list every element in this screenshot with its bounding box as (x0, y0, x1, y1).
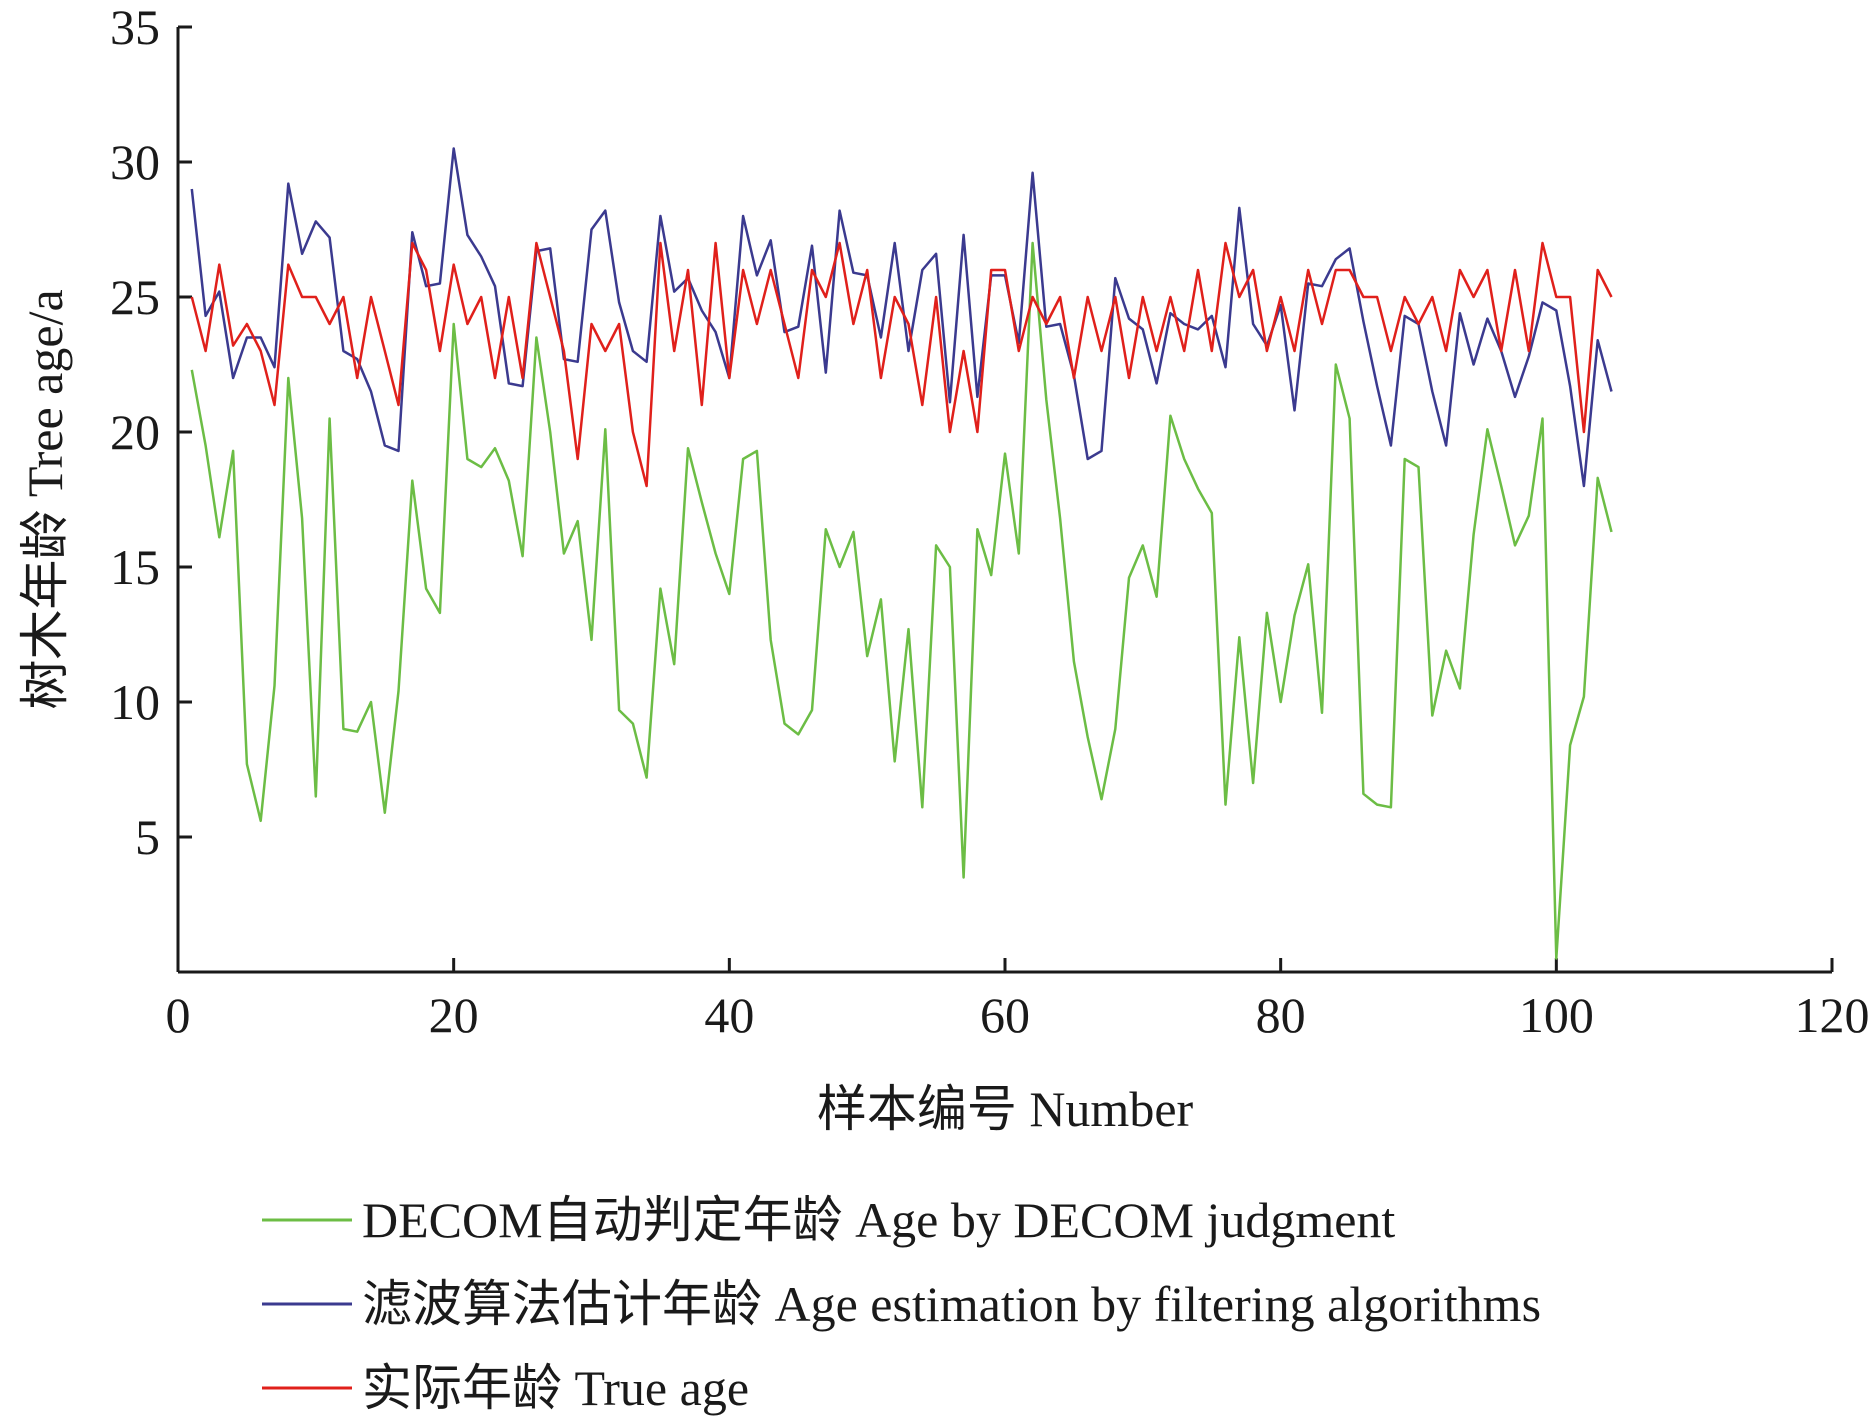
y-tick-label: 20 (110, 404, 160, 460)
legend-label: 滤波算法估计年龄 Age estimation by filtering alg… (362, 1276, 1541, 1332)
y-axis-title: 树木年龄 Tree age/a (17, 289, 73, 709)
y-tick-label: 30 (110, 134, 160, 190)
series-line-3 (190, 241, 1613, 488)
x-tick-label: 60 (980, 987, 1030, 1043)
y-tick-label: 10 (110, 674, 160, 730)
x-tick-label: 40 (704, 987, 754, 1043)
x-tick-label: 80 (1256, 987, 1306, 1043)
x-axis-ticks: 0 20 40 60 80 100 120 (166, 958, 1870, 1043)
x-tick-label: 120 (1795, 987, 1870, 1043)
x-tick-label: 20 (429, 987, 479, 1043)
legend-item: DECOM自动判定年龄 Age by DECOM judgment (262, 1192, 1395, 1248)
y-tick-label: 25 (110, 269, 160, 325)
x-tick-label: 0 (166, 987, 191, 1043)
legend-label: DECOM自动判定年龄 Age by DECOM judgment (362, 1192, 1395, 1248)
x-axis-title: 样本编号 Number (817, 1081, 1194, 1137)
x-tick-label: 100 (1519, 987, 1594, 1043)
legend: DECOM自动判定年龄 Age by DECOM judgment 滤波算法估计年… (262, 1192, 1541, 1416)
series-line-1 (190, 241, 1613, 960)
legend-item: 滤波算法估计年龄 Age estimation by filtering alg… (262, 1276, 1541, 1332)
legend-label: 实际年龄 True age (362, 1360, 749, 1416)
series-layer (190, 147, 1613, 960)
y-tick-label: 15 (110, 539, 160, 595)
legend-item: 实际年龄 True age (262, 1360, 749, 1416)
y-axis-ticks: 5 10 15 20 25 30 35 (110, 0, 192, 865)
y-tick-label: 5 (135, 809, 160, 865)
y-tick-label: 35 (110, 0, 160, 55)
plot-area: 0 20 40 60 80 100 120 5 10 15 20 25 30 35 (110, 0, 1870, 1043)
